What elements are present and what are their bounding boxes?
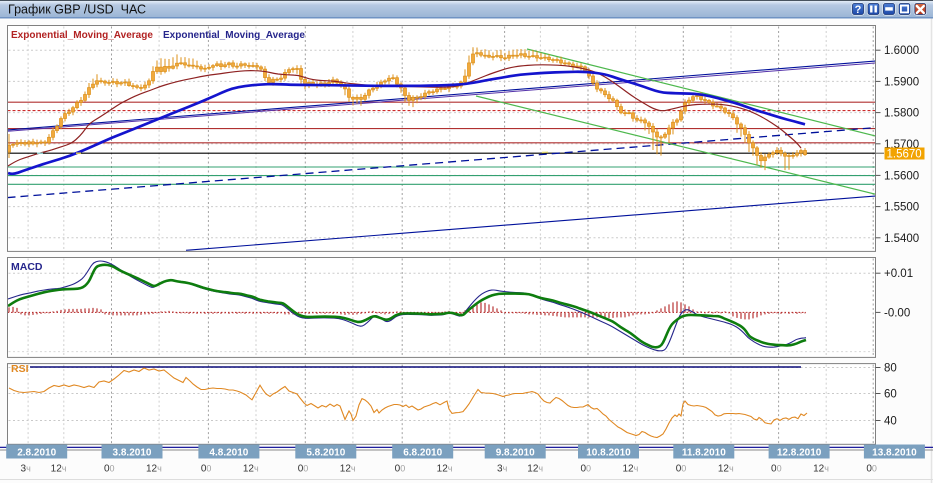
svg-text:1.5670: 1.5670	[887, 148, 922, 160]
svg-text:0: 0	[303, 464, 308, 474]
svg-text:0: 0	[872, 464, 877, 474]
svg-text:12: 12	[527, 464, 539, 475]
svg-text:ч: ч	[62, 464, 67, 474]
svg-text:12: 12	[437, 464, 449, 475]
svg-text:11.8.2010: 11.8.2010	[682, 447, 726, 458]
svg-text:ч: ч	[157, 464, 162, 474]
svg-text:12: 12	[340, 464, 352, 475]
svg-text:12: 12	[146, 464, 158, 475]
svg-text:1.5500: 1.5500	[884, 202, 919, 214]
svg-text:0: 0	[110, 464, 115, 474]
svg-text:40: 40	[884, 416, 897, 428]
svg-text:12: 12	[243, 464, 255, 475]
svg-text:ч: ч	[254, 464, 259, 474]
svg-text:0: 0	[104, 464, 110, 475]
svg-text:5.8.2010: 5.8.2010	[306, 447, 345, 458]
svg-text:Exponential_Moving_Average: Exponential_Moving_Average	[163, 30, 305, 41]
svg-text:0: 0	[395, 464, 401, 475]
svg-text:60: 60	[884, 389, 897, 401]
svg-text:80: 80	[884, 363, 897, 375]
svg-text:0: 0	[206, 464, 211, 474]
svg-text:9.8.2010: 9.8.2010	[496, 447, 535, 458]
svg-text:RSI: RSI	[11, 363, 29, 375]
svg-text:?: ?	[855, 4, 862, 16]
svg-text:3.8.2010: 3.8.2010	[113, 447, 152, 458]
svg-text:+0.01: +0.01	[884, 268, 913, 280]
svg-text:0: 0	[866, 464, 872, 475]
svg-text:3: 3	[497, 464, 503, 475]
svg-text:4.8.2010: 4.8.2010	[209, 447, 248, 458]
svg-text:0: 0	[580, 464, 586, 475]
svg-text:0: 0	[400, 464, 405, 474]
svg-text:0: 0	[676, 464, 682, 475]
svg-text:ч: ч	[729, 464, 734, 474]
svg-text:0: 0	[298, 464, 304, 475]
svg-text:ч: ч	[448, 464, 453, 474]
svg-text:3: 3	[21, 464, 27, 475]
svg-text:0: 0	[777, 464, 782, 474]
svg-text:MACD: MACD	[11, 261, 43, 273]
svg-text:Exponential_Moving_Average: Exponential_Moving_Average	[11, 30, 153, 41]
svg-text:10.8.2010: 10.8.2010	[586, 447, 631, 458]
svg-text:ч: ч	[824, 464, 829, 474]
svg-text:12: 12	[813, 464, 825, 475]
svg-text:12.8.2010: 12.8.2010	[777, 447, 822, 458]
svg-text:13.8.2010: 13.8.2010	[872, 447, 917, 458]
svg-text:ч: ч	[538, 464, 543, 474]
svg-text:6.8.2010: 6.8.2010	[403, 447, 442, 458]
svg-text:ч: ч	[634, 464, 639, 474]
svg-text:12: 12	[718, 464, 730, 475]
svg-text:1.5900: 1.5900	[884, 76, 919, 88]
svg-text:ч: ч	[503, 464, 508, 474]
svg-text:0: 0	[586, 464, 591, 474]
svg-text:График GBP /USD ЧАС: График GBP /USD ЧАС	[8, 3, 146, 17]
svg-text:0: 0	[681, 464, 686, 474]
svg-text:ч: ч	[26, 464, 31, 474]
svg-text:1.5800: 1.5800	[884, 108, 919, 120]
svg-text:1.5600: 1.5600	[884, 170, 919, 182]
svg-text:0: 0	[201, 464, 207, 475]
svg-text:1.6000: 1.6000	[884, 45, 919, 57]
svg-text:2.8.2010: 2.8.2010	[17, 447, 56, 458]
svg-text:1.5400: 1.5400	[884, 233, 919, 245]
svg-text:12: 12	[622, 464, 634, 475]
svg-text:0: 0	[771, 464, 777, 475]
svg-text:-0.00: -0.00	[884, 307, 910, 319]
svg-text:ч: ч	[351, 464, 356, 474]
svg-text:12: 12	[51, 464, 63, 475]
